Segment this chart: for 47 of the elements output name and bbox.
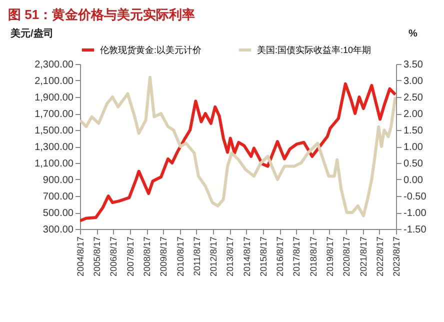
legend-label: 伦敦现货黄金:以美元计价 [100, 45, 202, 55]
x-tick-label: 2015/8/17 [258, 236, 268, 277]
y-tick-label: 1,100.00 [34, 158, 74, 170]
x-tick-label: 2011/8/17 [192, 236, 202, 276]
y2-tick-label: -1.50 [404, 224, 427, 236]
y-tick-label: 1,900.00 [34, 92, 74, 104]
y-tick-label: 300.00 [42, 224, 74, 236]
y-tick-label: 500.00 [42, 208, 74, 219]
y-tick-label: 900.00 [42, 175, 74, 186]
y2-tick-label: 3.00 [404, 76, 424, 87]
y2-tick-label: 1.00 [404, 142, 424, 153]
x-tick-label: 2005/8/17 [92, 236, 102, 277]
x-tick-label: 2016/8/17 [275, 236, 286, 277]
x-tick-label: 2012/8/17 [208, 236, 219, 277]
x-tick-label: 2010/8/17 [175, 236, 186, 277]
x-tick-label: 2008/8/17 [142, 236, 152, 277]
y2-tick-label: -1.00 [404, 208, 427, 219]
x-tick-label: 2013/8/17 [225, 236, 236, 277]
y-tick-label: 1,300.00 [34, 142, 74, 153]
x-tick-label: 2023/8/17 [392, 236, 402, 277]
y-tick-label: 1,500.00 [34, 126, 74, 136]
y-tick-label: 700.00 [42, 192, 74, 202]
y2-axis-title: % [408, 28, 418, 40]
x-tick-label: 2018/8/17 [308, 236, 318, 277]
y-axis-title: 美元/盎司 [10, 28, 54, 40]
x-tick-label: 2014/8/17 [242, 236, 252, 277]
chart-title: 图 51：黄金价格与美元实际利率 [7, 6, 196, 24]
y2-tick-label: 0.50 [404, 158, 424, 170]
x-tick-label: 2021/8/17 [358, 236, 368, 277]
x-tick-label: 2006/8/17 [108, 236, 119, 277]
y2-tick-label: 3.50 [404, 60, 424, 70]
y2-tick-label: 0.00 [404, 175, 424, 186]
x-tick-label: 2007/8/17 [125, 236, 136, 277]
x-tick-label: 2017/8/17 [292, 236, 302, 277]
x-tick-label: 2009/8/17 [158, 236, 169, 277]
y-tick-label: 2,100.00 [34, 76, 74, 87]
x-tick-label: 2020/8/17 [342, 236, 352, 277]
y2-tick-label: -0.50 [404, 192, 427, 202]
y2-tick-label: 2.50 [404, 92, 424, 104]
legend-label: 美国:国债实际收益率:10年期 [257, 45, 372, 55]
x-tick-label: 2022/8/17 [374, 236, 385, 277]
y2-tick-label: 2.00 [404, 109, 424, 120]
y-tick-label: 2,300.00 [34, 60, 74, 70]
y2-tick-label: 1.50 [404, 126, 424, 136]
x-tick-label: 2019/8/17 [324, 236, 335, 277]
y-tick-label: 1,700.00 [34, 109, 74, 120]
x-tick-label: 2004/8/17 [76, 236, 86, 277]
